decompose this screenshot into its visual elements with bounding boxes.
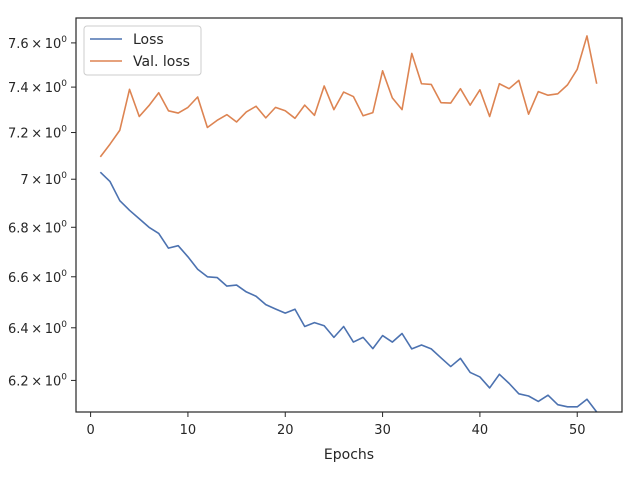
x-tick-label: 50 [569, 423, 586, 438]
y-tick-label: 7 × 100 [20, 171, 67, 188]
y-tick-label: 6.2 × 100 [8, 372, 67, 389]
x-tick-label: 0 [86, 423, 94, 438]
x-axis-label: Epochs [324, 447, 374, 463]
y-tick-label: 7.6 × 100 [8, 35, 67, 52]
y-tick-label: 7.4 × 100 [8, 79, 67, 96]
series-line-val-loss [99, 35, 598, 158]
y-tick-label: 6.4 × 100 [8, 320, 67, 337]
series-line-loss [99, 171, 598, 413]
series-lines [99, 35, 598, 413]
y-tick-label: 6.8 × 100 [8, 219, 67, 236]
plot-area [76, 18, 622, 412]
legend: Loss Val. loss [83, 25, 202, 76]
y-tick-label: 7.2 × 100 [8, 125, 67, 142]
legend-label-loss: Loss [133, 32, 164, 48]
legend-label-val-loss: Val. loss [133, 54, 190, 70]
x-tick-label: 10 [180, 423, 197, 438]
plot-frame [75, 17, 623, 413]
y-tick-label: 6.6 × 100 [8, 269, 67, 286]
x-tick-label: 30 [374, 423, 391, 438]
y-axis: 6.2 × 100 6.4 × 100 6.6 × 100 6.8 × 100 7 × … [8, 35, 76, 389]
x-tick-label: 40 [472, 423, 489, 438]
x-axis: 0 10 20 30 40 50 [86, 412, 586, 438]
x-tick-label: 20 [277, 423, 294, 438]
